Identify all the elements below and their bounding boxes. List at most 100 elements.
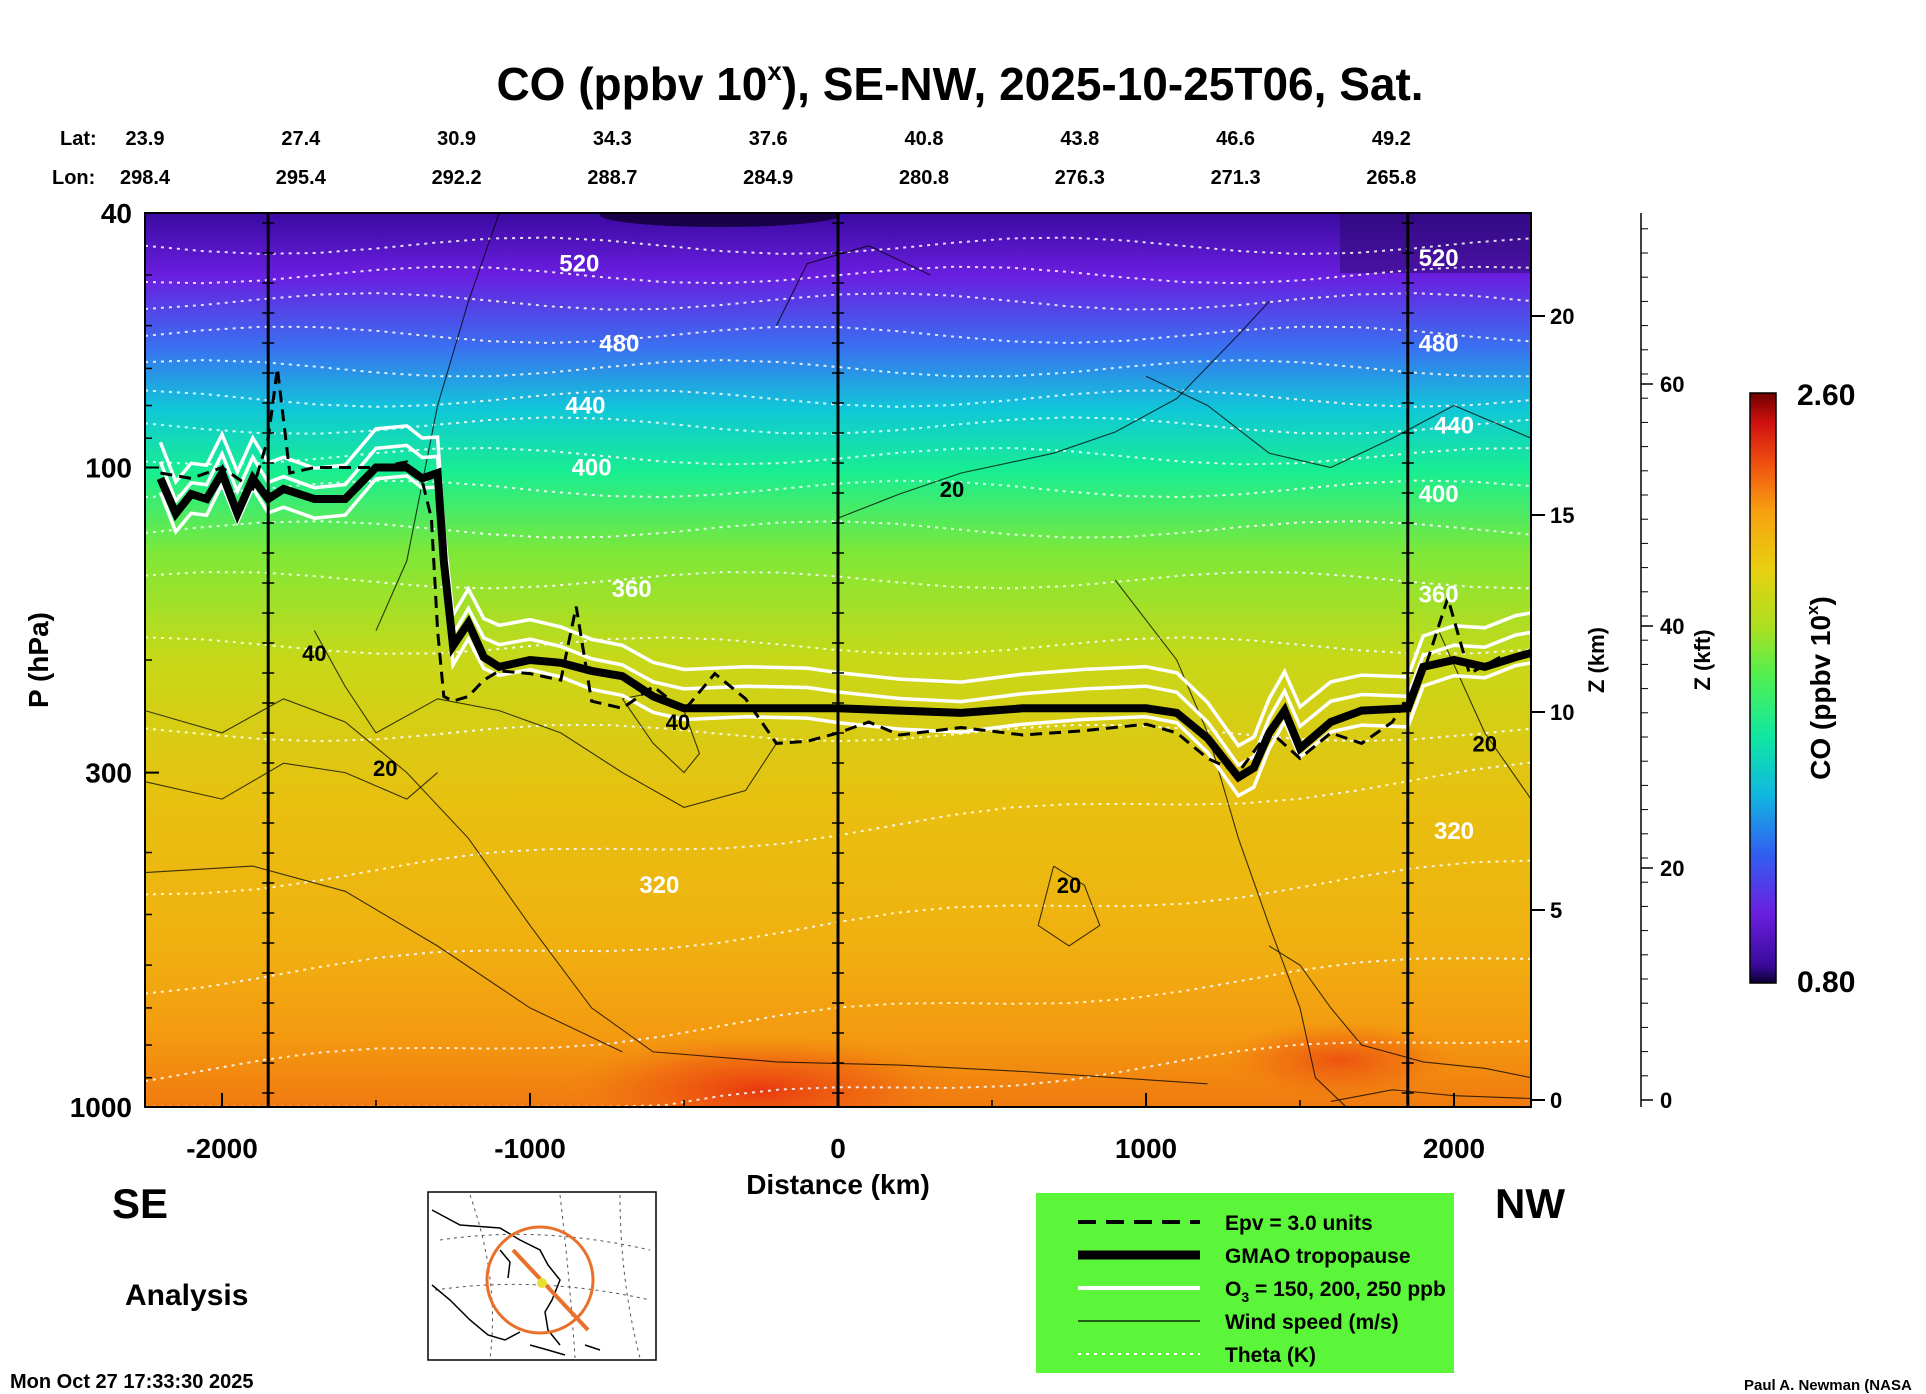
colorbar-max-label: 2.60 — [1797, 379, 1855, 412]
wind-contour — [1037, 865, 1101, 947]
x-tick-label: 1000 — [1115, 1133, 1177, 1164]
ozone-contour — [158, 443, 1531, 768]
theta-label: 440 — [1434, 413, 1474, 440]
lat-label: 23.9 — [126, 128, 165, 150]
lon-row-label: Lon: — [52, 167, 95, 189]
ozone-contour — [158, 424, 1531, 748]
wind-label: 40 — [666, 710, 690, 735]
co-hotspot-east — [1220, 1020, 1460, 1100]
theta-label: 440 — [565, 393, 605, 420]
wind-contour — [145, 865, 623, 1053]
legend-items: Epv = 3.0 units GMAO tropopause O3 = 150, … — [1078, 1212, 1446, 1367]
theta-label: 480 — [599, 331, 639, 358]
nw-label: NW — [1495, 1180, 1565, 1227]
x-tick-label: 0 — [830, 1133, 846, 1164]
z-km-tick-label: 20 — [1550, 304, 1574, 329]
theta-label: 320 — [639, 872, 679, 899]
wind-contour — [145, 762, 438, 800]
z-kft-tick-label: 60 — [1660, 372, 1684, 397]
z-kft-axis-label: Z (kft) — [1690, 629, 1715, 690]
y-axis-label: P (hPa) — [23, 612, 54, 708]
co-dark-top — [600, 213, 840, 227]
wind-labels: 20 40 20 40 20 20 — [302, 477, 1497, 898]
co-hotspot-surface — [560, 1035, 960, 1107]
theta-label: 480 — [1419, 331, 1459, 358]
x-axis-label: Distance (km) — [746, 1169, 930, 1200]
colorbar-min-label: 0.80 — [1797, 966, 1855, 999]
lat-label: 43.8 — [1060, 128, 1099, 150]
lat-label: 27.4 — [281, 128, 321, 150]
z-km-tick-label: 10 — [1550, 700, 1574, 725]
wind-label: 20 — [373, 756, 397, 781]
z-km-tick-label: 0 — [1550, 1088, 1562, 1113]
lat-label: 46.6 — [1216, 128, 1255, 150]
z-km-axis: 0 5 10 15 20 — [1530, 213, 1574, 1113]
wind-contour — [313, 630, 777, 808]
lon-label: 284.9 — [743, 167, 793, 189]
z-kft-tick-label: 20 — [1660, 856, 1684, 881]
lat-label: 30.9 — [437, 128, 476, 150]
y-axis: 40 100 300 1000 — [70, 198, 159, 1123]
lon-label: 265.8 — [1366, 167, 1416, 189]
z-kft-tick-label: 40 — [1660, 614, 1684, 639]
theta-label: 400 — [572, 454, 612, 481]
wind-contour — [375, 213, 500, 631]
theta-label: 320 — [1434, 818, 1474, 845]
legend-label: O3 = 150, 200, 250 ppb — [1225, 1278, 1446, 1305]
wind-contour — [1438, 630, 1531, 800]
lon-label: 298.4 — [120, 167, 171, 189]
wind-label: 40 — [302, 641, 326, 666]
x-tick-label: -1000 — [494, 1133, 566, 1164]
colorbar-label: CO (ppbv 10x) — [1803, 596, 1836, 780]
theta-label: 520 — [1419, 245, 1459, 272]
se-label: SE — [112, 1180, 168, 1227]
colorbar — [1749, 392, 1777, 984]
map-coastline — [431, 1209, 601, 1356]
epv-line — [160, 368, 1501, 775]
lat-row-label: Lat: — [60, 128, 97, 150]
y-tick-label: 40 — [101, 198, 132, 229]
wind-label: 20 — [1473, 731, 1497, 756]
vertical-marker-lines — [262, 213, 1414, 1107]
credit: Paul A. Newman (NASA — [1744, 1377, 1912, 1394]
lon-label: 276.3 — [1055, 167, 1105, 189]
y-tick-label: 100 — [85, 452, 132, 483]
z-kft-tick-label: 0 — [1660, 1088, 1672, 1113]
co-field: 520 480 440 400 360 320 520 480 440 400 360 320 20 4… — [145, 213, 1531, 1107]
map-center-marker — [537, 1278, 547, 1288]
legend-label: GMAO tropopause — [1225, 1245, 1411, 1268]
lat-label: 40.8 — [905, 128, 944, 150]
legend-label: Epv = 3.0 units — [1225, 1212, 1373, 1235]
wind-contour — [1145, 375, 1531, 469]
inset-map-frame — [427, 1191, 657, 1361]
theta-label: 400 — [1419, 481, 1459, 508]
lon-label: 271.3 — [1211, 167, 1261, 189]
lon-label: 280.8 — [899, 167, 949, 189]
z-km-axis-label: Z (km) — [1584, 627, 1609, 693]
lon-label: 292.2 — [432, 167, 482, 189]
legend-box — [1036, 1193, 1454, 1373]
theta-label: 360 — [1419, 582, 1459, 609]
z-kft-axis: 0 20 40 60 — [1640, 213, 1684, 1113]
theta-label: 360 — [612, 576, 652, 603]
lon-label: 288.7 — [587, 167, 637, 189]
legend-label: Theta (K) — [1225, 1344, 1316, 1367]
z-km-tick-label: 15 — [1550, 503, 1574, 528]
chart-title: CO (ppbv 10x), SE-NW, 2025-10-25T06, Sat… — [496, 56, 1423, 110]
wind-contour — [837, 301, 1270, 519]
inset-map — [427, 1191, 657, 1361]
lat-label: 34.3 — [593, 128, 632, 150]
wind-contour — [1330, 1089, 1531, 1102]
z-km-tick-label: 5 — [1550, 898, 1562, 923]
wind-speed-contours — [145, 213, 1531, 1107]
analysis-label: Analysis — [125, 1279, 248, 1312]
wind-label: 20 — [1057, 873, 1081, 898]
theta-labels: 520 480 440 400 360 320 520 480 440 400 360 320 — [559, 245, 1474, 899]
tropopause-line — [156, 463, 1531, 783]
y-tick-label: 300 — [85, 758, 132, 789]
lon-label: 295.4 — [276, 167, 327, 189]
wind-contour — [1268, 945, 1531, 1079]
x-tick-label: 2000 — [1423, 1133, 1485, 1164]
y-tick-label: 1000 — [70, 1092, 132, 1123]
timestamp: Mon Oct 27 17:33:30 2025 — [10, 1371, 253, 1393]
